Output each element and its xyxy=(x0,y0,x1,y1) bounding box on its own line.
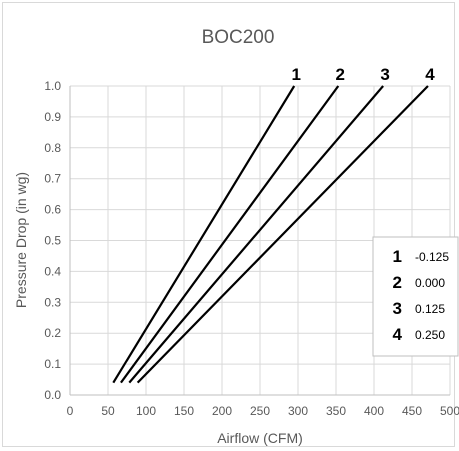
x-axis-title: Airflow (CFM) xyxy=(217,430,303,446)
series-end-label-4: 4 xyxy=(425,65,435,84)
y-axis-title: Pressure Drop (in wg) xyxy=(13,172,29,308)
chart-area xyxy=(2,2,455,447)
x-tick-label: 350 xyxy=(326,404,346,418)
legend-number-4: 4 xyxy=(393,325,403,344)
series-end-label-2: 2 xyxy=(336,65,345,84)
x-tick-label: 450 xyxy=(402,404,422,418)
legend-value-2: 0.000 xyxy=(415,276,445,290)
y-tick-label: 0.6 xyxy=(44,203,61,217)
x-tick-label: 100 xyxy=(136,404,156,418)
y-tick-label: 0.3 xyxy=(44,295,61,309)
legend-number-2: 2 xyxy=(393,273,402,292)
y-tick-label: 0.0 xyxy=(44,388,61,402)
legend-number-3: 3 xyxy=(393,299,402,318)
y-tick-label: 0.1 xyxy=(44,357,61,371)
legend-value-3: 0.125 xyxy=(415,302,445,316)
chart-title: BOC200 xyxy=(202,27,275,48)
series-line-3 xyxy=(128,85,384,384)
legend-box xyxy=(372,236,459,357)
y-tick-label: 0.8 xyxy=(44,141,61,155)
legend-value-4: 0.250 xyxy=(415,328,445,342)
x-tick-label: 0 xyxy=(67,404,74,418)
x-tick-label: 50 xyxy=(101,404,115,418)
tick-labels: 0.0 0.1 0.2 0.3 0.4 0.5 0.6 0.7 0.8 0.9 1.0 0 50 100 1… xyxy=(44,79,459,418)
y-tick-label: 0.2 xyxy=(44,326,61,340)
series-end-label-1: 1 xyxy=(291,65,300,84)
x-tick-label: 400 xyxy=(364,404,384,418)
legend-value-1: -0.125 xyxy=(415,250,449,264)
y-tick-label: 1.0 xyxy=(44,79,61,93)
x-tick-label: 200 xyxy=(212,404,232,418)
y-tick-label: 0.7 xyxy=(44,172,61,186)
series-line-1 xyxy=(112,85,296,384)
y-tick-label: 0.4 xyxy=(44,264,61,278)
legend: 1 -0.125 2 0.000 3 0.125 4 0.250 xyxy=(372,236,459,357)
y-tick-label: 0.5 xyxy=(44,234,61,248)
x-tick-label: 150 xyxy=(174,404,194,418)
series-line-2 xyxy=(120,85,340,384)
x-tick-label: 300 xyxy=(288,404,308,418)
series-lines xyxy=(112,85,429,384)
series-line-4 xyxy=(136,85,429,384)
legend-number-1: 1 xyxy=(393,247,402,266)
axes xyxy=(69,86,450,396)
x-tick-label: 500 xyxy=(440,404,459,418)
series-end-label-3: 3 xyxy=(380,65,389,84)
x-tick-label: 250 xyxy=(250,404,270,418)
series-end-labels: 1 2 3 4 xyxy=(291,65,435,84)
y-tick-label: 0.9 xyxy=(44,110,61,124)
